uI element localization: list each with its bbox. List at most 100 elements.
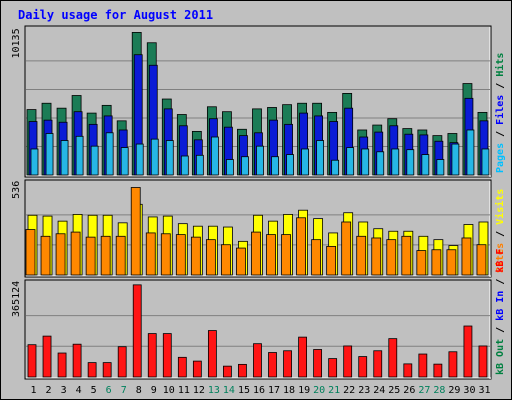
bar-pages-day-24	[376, 151, 385, 176]
bar-sites-day-29	[446, 249, 457, 276]
bar-pages-day-8	[135, 143, 144, 176]
bar-pages-day-21	[331, 159, 340, 176]
bar-sites-day-8	[130, 187, 141, 276]
day-label-18: 18	[283, 385, 295, 396]
day-label-21: 21	[328, 385, 340, 396]
bar-pages-day-29	[451, 143, 460, 176]
bar-sites-day-13	[205, 239, 216, 276]
day-label-1: 1	[31, 385, 37, 396]
bar-pages-day-26	[406, 149, 415, 176]
bar-pages-day-23	[361, 148, 370, 176]
legend-item: kB Out	[495, 339, 506, 375]
bar-sites-day-11	[175, 234, 186, 276]
bar-pages-day-7	[120, 147, 129, 176]
day-label-7: 7	[121, 385, 127, 396]
bar-pages-day-1	[30, 148, 39, 176]
panels-layer: 10135 Pages / Files / Hits 536 Sites / Visi…	[11, 25, 506, 380]
bar-pages-day-25	[391, 148, 400, 176]
bar-kb-f-day-26	[403, 363, 413, 378]
bar-kb-f-day-21	[328, 358, 338, 378]
bar-sites-day-20	[311, 239, 322, 276]
panel-legend: Pages / Files / Hits	[494, 53, 506, 173]
bar-pages-day-27	[421, 154, 430, 176]
bar-kb-f-day-20	[313, 349, 323, 378]
legend-item: Sites	[494, 243, 506, 273]
day-label-5: 5	[91, 385, 97, 396]
bar-pages-day-6	[105, 132, 114, 176]
day-label-15: 15	[238, 385, 250, 396]
bar-pages-day-3	[60, 140, 69, 176]
day-label-10: 10	[163, 385, 175, 396]
bar-pages-day-12	[195, 154, 204, 176]
day-label-2: 2	[46, 385, 52, 396]
bar-kb-f-day-23	[358, 356, 368, 378]
bar-sites-day-3	[55, 233, 66, 276]
bar-pages-day-4	[75, 135, 84, 176]
bar-pages-day-22	[346, 147, 355, 176]
bar-sites-day-7	[115, 235, 126, 276]
day-axis: 1 2 3 4 5 6 7 8 9 10 11 12 13 14 15 16 17 18 19 20 21 22 23 24 2…	[31, 385, 491, 396]
day-label-12: 12	[193, 385, 205, 396]
bar-kb-f-day-24	[373, 350, 383, 378]
bar-kb-f-day-17	[268, 352, 277, 378]
bar-kb-f-day-31	[478, 345, 488, 378]
bar-pages-day-20	[316, 140, 325, 176]
bar-sites-day-1	[25, 229, 36, 276]
bar-pages-day-30	[466, 129, 475, 176]
bar-sites-day-5	[85, 236, 96, 276]
bar-kb-f-day-28	[433, 363, 443, 378]
bar-sites-day-14	[221, 244, 231, 276]
day-label-29: 29	[448, 385, 460, 396]
bar-kb-f-day-29	[448, 351, 458, 378]
bar-pages-day-16	[256, 145, 264, 176]
bar-sites-day-31	[476, 244, 487, 276]
bar-kb-f-day-5	[87, 362, 97, 378]
bar-pages-day-18	[286, 154, 294, 176]
bar-pages-day-14	[226, 159, 234, 176]
legend-item: Hits	[494, 53, 506, 77]
day-label-6: 6	[106, 385, 112, 396]
bar-pages-day-13	[210, 136, 219, 176]
y-max-label: 536	[11, 181, 22, 199]
bar-kb-f-day-2	[42, 335, 52, 378]
legend-item: Files	[494, 95, 506, 125]
bar-sites-day-22	[341, 221, 352, 276]
panel-hits-files-pages: 10135 Pages / Files / Hits	[11, 25, 506, 178]
legend-item: Pages	[495, 143, 506, 173]
series-kb-f	[27, 284, 488, 378]
day-label-19: 19	[298, 385, 310, 396]
bar-pages-day-5	[90, 145, 99, 176]
day-label-13: 13	[208, 385, 220, 396]
day-label-3: 3	[61, 385, 67, 396]
day-label-17: 17	[268, 385, 280, 396]
panel-visits-sites: 536 Sites / Visits	[11, 179, 506, 278]
legend-separator: /	[495, 77, 506, 95]
bar-sites-day-17	[266, 234, 276, 276]
day-label-22: 22	[343, 385, 355, 396]
series-pages	[30, 129, 490, 176]
bar-sites-day-10	[160, 233, 171, 276]
bar-sites-day-15	[236, 247, 246, 276]
bar-sites-day-26	[401, 235, 412, 276]
bar-sites-day-18	[281, 234, 291, 276]
bar-sites-day-30	[461, 237, 472, 276]
day-label-31: 31	[478, 385, 490, 396]
legend-item: kB F	[495, 249, 506, 273]
bar-pages-day-19	[301, 148, 309, 176]
bar-sites-day-25	[386, 239, 397, 276]
bar-kb-f-day-4	[72, 343, 82, 378]
legend-item: kB In	[495, 291, 506, 321]
bar-sites-day-19	[296, 217, 306, 276]
bar-kb-f-day-13	[207, 330, 217, 378]
panel-kbytes: 365124 kB Out / kB In / kB F	[11, 249, 506, 380]
bar-kb-f-day-1	[27, 344, 37, 378]
legend-separator: /	[495, 321, 506, 339]
chart-title: Daily usage for August 2011	[18, 8, 213, 22]
day-label-9: 9	[151, 385, 157, 396]
bar-pages-day-17	[271, 156, 279, 176]
bar-sites-day-21	[326, 245, 337, 276]
bar-sites-day-24	[371, 237, 382, 276]
series-sites	[25, 187, 487, 276]
